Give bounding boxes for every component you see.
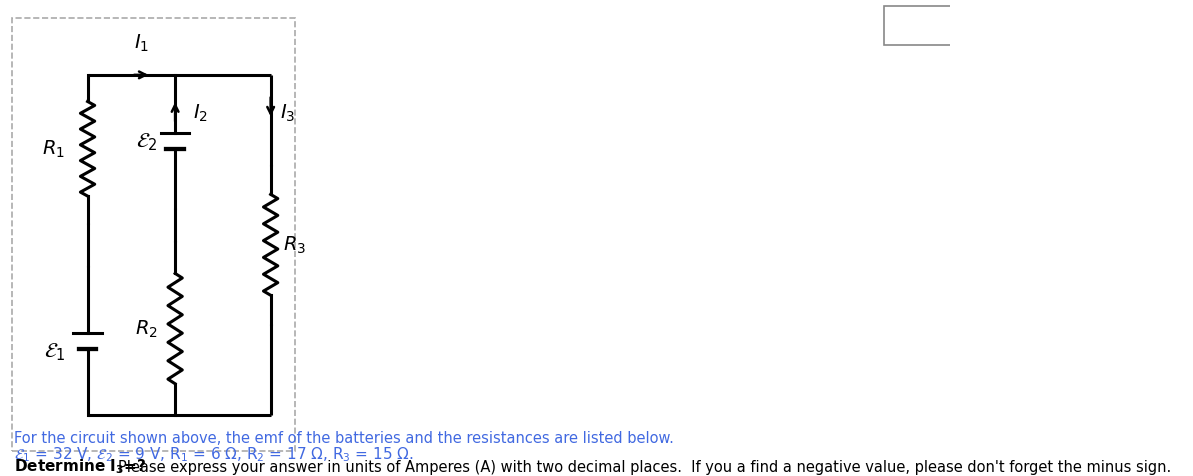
Text: Determine $\mathbf{I_3}$=?: Determine $\mathbf{I_3}$=?: [14, 456, 147, 476]
Text: $R_3$: $R_3$: [284, 235, 307, 256]
Text: $\mathcal{E}_1$ = 32 V, $\mathcal{E}_2$ = 9 V, R$_1$ = 6 $\Omega$, R$_2$ = 17 $\: $\mathcal{E}_1$ = 32 V, $\mathcal{E}_2$ …: [14, 444, 414, 463]
Text: $\mathcal{E}_1$: $\mathcal{E}_1$: [44, 340, 66, 362]
Text: $R_2$: $R_2$: [135, 318, 157, 339]
Bar: [12, 19, 295, 451]
Text: $I_1$: $I_1$: [134, 33, 149, 54]
Text: Please express your answer in units of Amperes (A) with two decimal places.  If : Please express your answer in units of A…: [118, 458, 1172, 474]
Text: For the circuit shown above, the emf of the batteries and the resistances are li: For the circuit shown above, the emf of …: [14, 430, 674, 445]
Text: $\mathcal{E}_2$: $\mathcal{E}_2$: [136, 131, 157, 153]
Bar: [884, 7, 963, 46]
Text: $R_1$: $R_1$: [42, 139, 66, 160]
Text: $I_3$: $I_3$: [280, 102, 296, 124]
Text: $I_2$: $I_2$: [192, 102, 208, 124]
